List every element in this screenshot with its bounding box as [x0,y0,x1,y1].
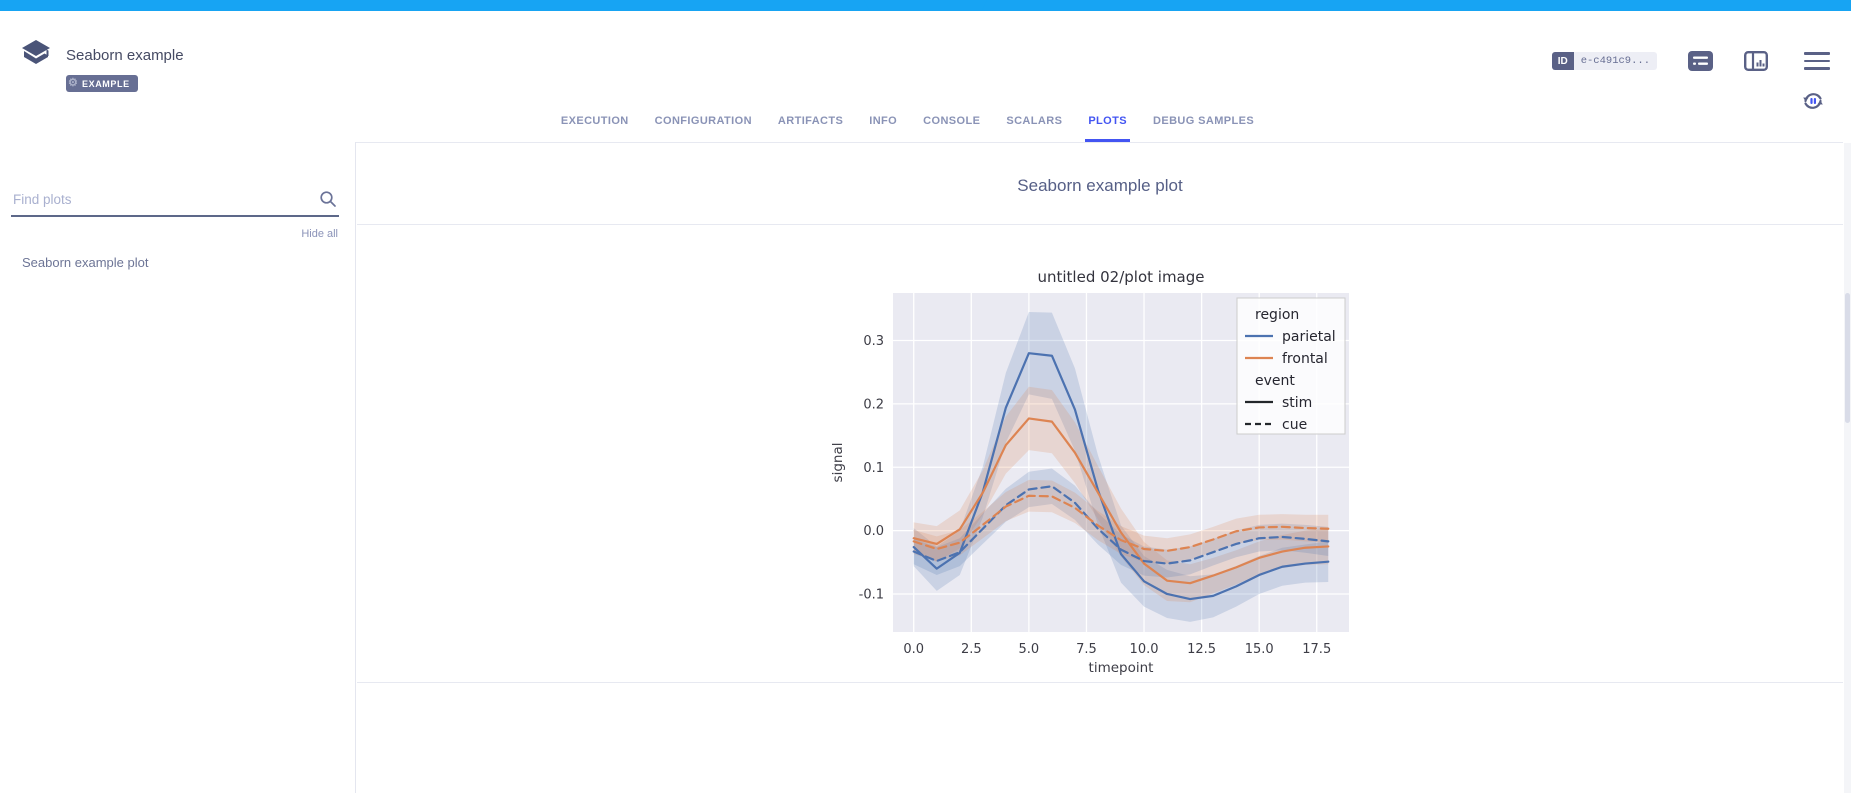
svg-text:event: event [1255,373,1295,389]
search-input[interactable] [11,188,339,217]
svg-text:timepoint: timepoint [1089,660,1154,676]
svg-text:2.5: 2.5 [961,642,982,657]
main-top-border [356,142,1843,143]
svg-text:10.0: 10.0 [1130,642,1159,657]
tab-execution[interactable]: EXECUTION [560,115,629,127]
hide-all-link[interactable]: Hide all [301,228,338,240]
svg-text:0.0: 0.0 [903,642,924,657]
example-badge: ⚙ EXAMPLE [66,75,138,92]
svg-text:0.1: 0.1 [863,461,884,476]
plot-group-heading: Seaborn example plot [1017,176,1183,195]
example-badge-label: EXAMPLE [82,78,130,89]
header: Seaborn example ⚙ EXAMPLE ID e-c491c9... [0,11,1851,96]
divider [357,224,1843,225]
svg-text:region: region [1255,307,1299,323]
svg-text:0.3: 0.3 [863,334,884,349]
svg-text:parietal: parietal [1282,329,1336,345]
auto-refresh-icon[interactable] [1799,87,1827,115]
tab-console[interactable]: CONSOLE [923,115,981,127]
task-title: Seaborn example [66,47,184,64]
plot-search [11,188,339,217]
tab-artifacts[interactable]: ARTIFACTS [777,115,844,127]
svg-text:0.2: 0.2 [863,397,884,412]
svg-text:untitled 02/plot image: untitled 02/plot image [1037,268,1204,286]
svg-text:stim: stim [1282,395,1312,411]
tab-debug-samples[interactable]: DEBUG SAMPLES [1152,115,1255,127]
svg-text:cue: cue [1282,417,1307,433]
details-panel-icon[interactable] [1688,51,1713,71]
task-id-value[interactable]: e-c491c9... [1573,52,1657,70]
plots-sidebar: Hide all Seaborn example plot [0,142,356,793]
tab-info[interactable]: INFO [869,115,898,127]
svg-text:5.0: 5.0 [1019,642,1040,657]
tab-configuration[interactable]: CONFIGURATION [654,115,752,127]
plot-svg[interactable]: 0.0 2.5 5.0 7.5 10.0 12.5 15.0 17.5 -0.1 0.0 0.1 0.… [826,268,1396,680]
svg-text:12.5: 12.5 [1187,642,1216,657]
scrollbar-track[interactable] [1844,143,1851,793]
plot-list-item[interactable]: Seaborn example plot [22,255,149,270]
tab-bar: EXECUTION CONFIGURATION ARTIFACTS INFO C… [0,100,1851,142]
search-icon [320,191,336,207]
divider [357,682,1843,683]
plots-layout-icon[interactable] [1744,51,1768,71]
id-badge: ID [1551,52,1574,70]
svg-text:frontal: frontal [1282,351,1328,367]
gear-icon: ⚙ [68,77,79,89]
svg-text:0.0: 0.0 [863,524,884,539]
menu-icon[interactable] [1804,52,1830,70]
svg-text:7.5: 7.5 [1076,642,1097,657]
plots-panel: Seaborn example plot 0.0 2.5 5.0 7.5 10.0 12.… [357,143,1843,793]
svg-text:15.0: 15.0 [1245,642,1274,657]
svg-text:signal: signal [830,443,846,483]
tab-scalars[interactable]: SCALARS [1006,115,1063,127]
task-type-icon [22,40,50,64]
scrollbar-thumb[interactable] [1845,293,1850,423]
svg-text:-0.1: -0.1 [859,587,884,602]
svg-text:17.5: 17.5 [1302,642,1331,657]
header-actions: ID e-c491c9... [1551,51,1830,71]
tab-plots[interactable]: PLOTS [1075,100,1140,142]
